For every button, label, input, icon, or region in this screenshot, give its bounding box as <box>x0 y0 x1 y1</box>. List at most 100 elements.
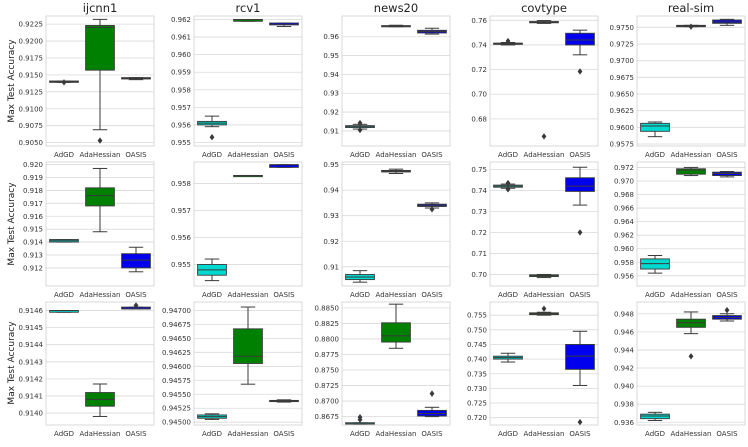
y-tick-label: 0.94500 <box>162 419 191 427</box>
box-AdGD <box>49 310 79 313</box>
box-AdaHessian <box>381 24 411 28</box>
x-tick-label: AdaHessian <box>376 430 417 438</box>
y-tick-label: 0.9050 <box>19 139 44 147</box>
box-iqr <box>121 253 151 269</box>
box-iqr <box>565 344 595 370</box>
y-tick-label: 0.962 <box>171 16 191 24</box>
box-iqr <box>640 122 670 132</box>
box-AdGD <box>640 411 670 421</box>
y-tick-label: 0.9125 <box>19 88 44 96</box>
y-tick-label: 0.919 <box>23 174 43 182</box>
y-tick-label: 0.94600 <box>162 363 191 371</box>
x-tick-label: AdGD <box>645 151 665 159</box>
box-AdGD <box>49 79 79 86</box>
box-AdaHessian <box>381 303 411 349</box>
y-tick-label: 0.915 <box>23 226 43 234</box>
box-AdGD <box>640 121 670 138</box>
outlier-point <box>505 186 511 193</box>
panel-11: 0.9140 0.9141 0.9142 0.9143 0.9144 0.9145 0.91… <box>19 301 155 438</box>
y-tick-label: 0.936 <box>614 419 635 427</box>
y-tick-label: 0.958 <box>171 86 191 94</box>
y-tick-label: 0.956 <box>171 121 192 129</box>
outlier-point <box>577 68 583 75</box>
outlier-point <box>577 418 583 426</box>
box-AdGD <box>493 37 523 46</box>
y-tick-label: 0.94625 <box>162 349 191 357</box>
y-tick-label: 0.9142 <box>19 375 44 383</box>
box-iqr <box>565 177 595 192</box>
outlier-point <box>724 306 730 314</box>
y-tick-label: 0.730 <box>467 385 487 393</box>
box-AdaHessian <box>233 174 263 178</box>
y-tick-label: 0.72 <box>471 229 487 237</box>
x-tick-label: AdGD <box>202 151 222 159</box>
box-AdaHessian <box>676 166 706 177</box>
y-axis-label-row-2: Max Test Accuracy <box>7 182 17 266</box>
box-AdGD <box>493 179 523 193</box>
box-OASIS <box>417 27 447 35</box>
panel-6: 0.912 0.913 0.914 0.915 0.916 0.917 0.918 0.919… <box>23 161 155 299</box>
x-tick-label: AdaHessian <box>228 430 269 438</box>
box-AdaHessian <box>676 23 706 30</box>
y-tick-label: 0.961 <box>171 34 191 42</box>
y-tick-label: 0.920 <box>23 161 43 169</box>
box-AdaHessian <box>85 18 115 144</box>
x-tick-label: AdaHessian <box>671 291 712 299</box>
x-tick-label: AdaHessian <box>80 430 121 438</box>
y-tick-label: 0.94 <box>323 187 339 195</box>
box-AdGD <box>345 270 375 283</box>
box-AdGD <box>640 255 670 274</box>
x-tick-label: AdGD <box>54 430 74 438</box>
box-AdaHessian <box>529 273 559 279</box>
y-tick-label: 0.944 <box>614 346 635 354</box>
panel-title: ijcnn1 <box>83 1 118 15</box>
y-tick-label: 0.95 <box>323 161 339 169</box>
x-tick-label: OASIS <box>273 151 295 159</box>
box-iqr <box>381 322 411 343</box>
y-tick-label: 0.970 <box>614 177 634 185</box>
y-tick-label: 0.957 <box>171 207 191 215</box>
panel-13: 0.8675 0.8700 0.8725 0.8750 0.8775 0.8800 0.88… <box>315 301 451 438</box>
x-tick-label: AdGD <box>202 430 222 438</box>
box-OASIS <box>565 330 595 426</box>
y-tick-label: 0.9150 <box>19 71 44 79</box>
plot-frame <box>636 161 746 287</box>
y-tick-label: 0.956 <box>614 272 635 280</box>
panel-10: 0.956 0.958 0.960 0.962 0.964 0.966 0.968 0.970… <box>614 161 746 299</box>
x-tick-label: AdGD <box>202 291 222 299</box>
y-tick-label: 0.9145 <box>19 324 44 332</box>
y-tick-label: 0.9141 <box>19 392 44 400</box>
outlier-point <box>429 206 435 213</box>
box-AdaHessian <box>233 306 263 385</box>
panel-5: 0.9575 0.9600 0.9625 0.9650 0.9675 0.9700 0.97… <box>610 1 746 159</box>
y-tick-label: 0.745 <box>467 341 487 349</box>
outlier-point <box>357 119 363 127</box>
y-tick-label: 0.956 <box>171 234 192 242</box>
box-OASIS <box>121 246 151 273</box>
y-tick-label: 0.8850 <box>315 304 340 312</box>
x-tick-label: AdGD <box>645 430 665 438</box>
y-tick-label: 0.94675 <box>162 321 191 329</box>
y-tick-label: 0.725 <box>467 400 487 408</box>
y-tick-label: 0.9144 <box>19 341 44 349</box>
panel-12: 0.94500 0.94525 0.94550 0.94575 0.94600 0.946… <box>162 301 303 438</box>
x-tick-label: AdGD <box>645 291 665 299</box>
box-iqr <box>85 187 115 207</box>
y-tick-label: 0.93 <box>323 90 339 98</box>
box-OASIS <box>417 390 447 418</box>
x-tick-label: OASIS <box>569 291 591 299</box>
y-tick-label: 0.76 <box>471 17 487 25</box>
x-tick-label: OASIS <box>716 151 738 159</box>
box-AdGD <box>197 413 227 420</box>
y-tick-label: 0.720 <box>467 414 487 422</box>
y-tick-label: 0.91 <box>323 127 339 135</box>
y-tick-label: 0.968 <box>614 191 634 199</box>
x-tick-label: OASIS <box>125 291 147 299</box>
y-tick-label: 0.94650 <box>162 335 191 343</box>
box-AdGD <box>493 352 523 363</box>
x-tick-label: AdaHessian <box>524 291 565 299</box>
y-tick-label: 0.9140 <box>19 410 44 418</box>
y-tick-label: 0.94 <box>323 71 339 79</box>
panel-15: 0.936 0.938 0.940 0.942 0.944 0.946 0.948 AdGD A… <box>614 301 746 438</box>
y-tick-label: 0.960 <box>614 245 634 253</box>
